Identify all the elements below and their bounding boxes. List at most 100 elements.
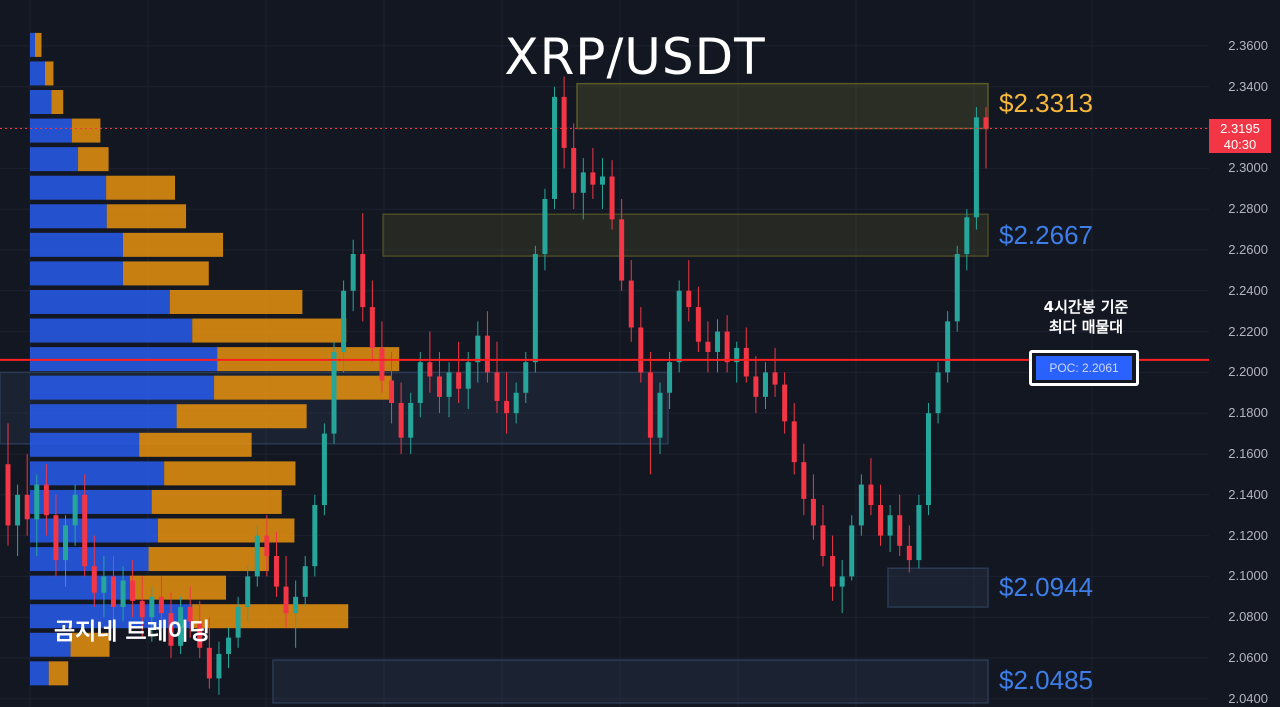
candle-body — [321, 433, 327, 505]
volume-bar-sell — [192, 604, 349, 629]
candle-body — [226, 637, 232, 654]
volume-bar-buy — [30, 261, 123, 286]
candle-body — [619, 219, 625, 281]
candle-body — [494, 372, 500, 401]
candle-body — [24, 494, 30, 520]
volume-bar-buy — [30, 632, 71, 657]
candle-body — [791, 421, 797, 463]
volume-bar-buy — [30, 289, 170, 314]
volume-bar-buy — [30, 404, 177, 429]
candle-body — [379, 347, 385, 381]
candle-body — [168, 613, 174, 646]
y-tick-label: 2.1200 — [1228, 527, 1268, 543]
volume-bar-buy — [30, 604, 193, 629]
y-tick-label: 2.2400 — [1228, 282, 1268, 298]
candle-body — [542, 198, 548, 255]
candle-body — [43, 484, 49, 516]
candle-body — [63, 525, 69, 561]
level-label-2-0944: $2.0944 — [999, 571, 1093, 602]
level-label-2-0485: $2.0485 — [999, 665, 1093, 696]
candle-body — [417, 362, 423, 403]
volume-bar-sell — [214, 375, 391, 400]
candle-body — [935, 372, 941, 414]
volume-bar-sell — [48, 661, 69, 686]
y-tick-label: 2.2200 — [1228, 323, 1268, 339]
chart-grid — [0, 0, 1209, 707]
candle-body — [782, 384, 788, 422]
candle-body — [849, 525, 855, 577]
candle-body — [5, 464, 11, 526]
candle-body — [906, 545, 912, 561]
candle-body — [206, 647, 212, 679]
candle-body — [475, 335, 481, 363]
candle-body — [897, 515, 903, 546]
candle-body — [302, 566, 308, 597]
candle-body — [523, 362, 529, 393]
candle-body — [705, 341, 711, 352]
volume-bar-sell — [70, 632, 110, 657]
candle-body — [235, 607, 241, 638]
candle-body — [273, 556, 279, 587]
volume-bar-sell — [192, 318, 347, 343]
volume-bar-sell — [51, 90, 64, 115]
candle-body — [887, 515, 893, 536]
candle-body — [82, 494, 88, 567]
volume-bar-sell — [71, 118, 101, 143]
level-label-2-2667: $2.2667 — [999, 220, 1093, 251]
candle-body — [571, 147, 577, 193]
y-tick-label: 2.2600 — [1228, 241, 1268, 257]
volume-profile — [30, 32, 400, 686]
candle-body — [513, 392, 519, 414]
candle-body — [331, 351, 337, 434]
candle-body — [647, 372, 653, 438]
candle-body — [743, 347, 749, 377]
candle-body — [753, 376, 759, 397]
candle-body — [350, 254, 356, 291]
candle-body — [149, 596, 155, 618]
candle-body — [734, 347, 740, 363]
candle-body — [762, 372, 768, 397]
volume-bar-buy — [30, 32, 35, 57]
volume-bar-buy — [30, 90, 52, 115]
candle-body — [983, 117, 989, 129]
y-tick-label: 2.3600 — [1228, 37, 1268, 53]
volume-bar-buy — [30, 375, 215, 400]
volume-bar-sell — [122, 261, 209, 286]
candle-body — [15, 494, 21, 526]
candle-body — [715, 331, 721, 352]
candle-body — [187, 607, 193, 622]
volume-bar-buy — [30, 232, 123, 257]
volume-bar-sell — [148, 547, 269, 572]
volume-bar-buy — [30, 432, 140, 457]
candle-body — [110, 576, 116, 608]
volume-bar-sell — [78, 147, 109, 172]
candle-body — [436, 376, 442, 397]
poc-label-box: POC: 2.2061 — [1029, 350, 1139, 386]
y-tick-label: 2.0400 — [1228, 690, 1268, 706]
candle-body — [427, 362, 433, 377]
price-zones — [0, 82, 989, 704]
candle-body — [504, 400, 510, 414]
candle-body — [398, 402, 404, 438]
watermark-text: 곰지네 트레이딩 — [54, 619, 211, 645]
candle-body — [178, 607, 184, 646]
candle-body — [868, 484, 874, 505]
volume-bar-sell — [34, 32, 42, 57]
price-zone — [382, 213, 989, 257]
volume-bar-buy — [30, 175, 107, 200]
candle-body — [945, 321, 951, 373]
y-tick-label: 2.2800 — [1228, 201, 1268, 217]
candle-body — [53, 515, 59, 561]
chart-title: XRP/USDT — [504, 28, 766, 86]
candle-body — [389, 380, 395, 403]
volume-bar-buy — [30, 661, 49, 686]
y-tick-label: 2.1000 — [1228, 568, 1268, 584]
volume-bar-sell — [176, 404, 307, 429]
volume-bar-sell — [164, 461, 296, 486]
volume-bar-sell — [129, 575, 227, 600]
candle-body — [369, 307, 375, 348]
candle-body — [858, 484, 864, 526]
y-tick-label: 2.1400 — [1228, 486, 1268, 502]
candle-body — [925, 413, 931, 505]
